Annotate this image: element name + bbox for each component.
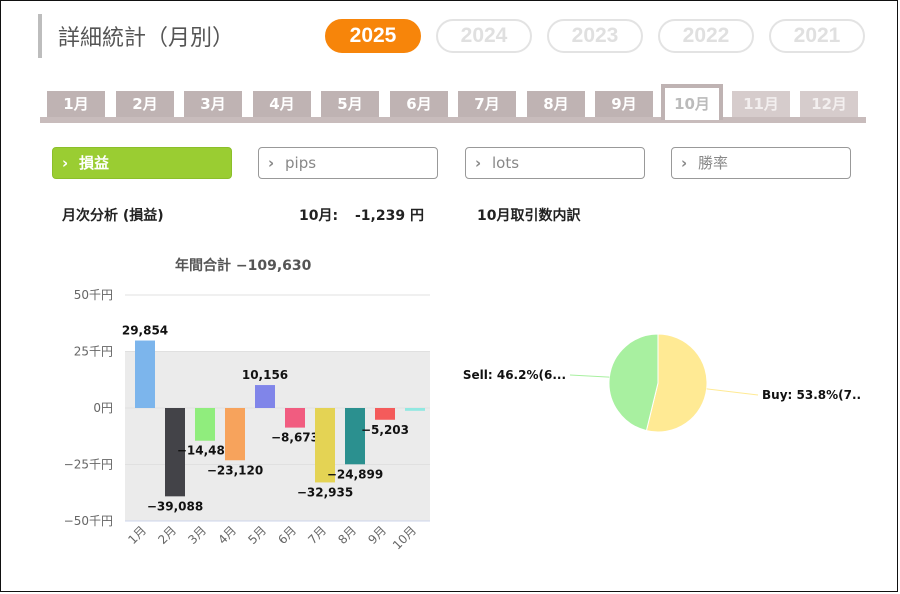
selected-month-label: 10月: xyxy=(299,208,339,224)
tab-month-3[interactable]: 3月 xyxy=(184,91,242,117)
tab-month-4[interactable]: 4月 xyxy=(253,91,311,117)
tab-month-12[interactable]: 12月 xyxy=(800,91,858,117)
metric-label: lots xyxy=(492,154,520,172)
selected-month-total: -1,239 円 xyxy=(355,208,424,224)
metric-label: pips xyxy=(285,154,317,172)
tab-month-6[interactable]: 6月 xyxy=(390,91,448,117)
metric-button-pips[interactable]: › pips xyxy=(258,147,438,179)
tab-month-10[interactable]: 10月 xyxy=(661,84,723,120)
metric-label: 勝率 xyxy=(698,154,729,172)
tab-month-11[interactable]: 11月 xyxy=(732,91,790,117)
tab-month-9[interactable]: 9月 xyxy=(595,91,653,117)
chevron-right-icon: › xyxy=(475,154,482,172)
tab-month-5[interactable]: 5月 xyxy=(321,91,379,117)
chevron-right-icon: › xyxy=(62,154,69,172)
metric-button-lots[interactable]: › lots xyxy=(465,147,645,179)
annual-total: 年間合計 −109,630 xyxy=(175,258,312,274)
page-title: 詳細統計（月別） xyxy=(58,26,235,51)
year-button-2023[interactable]: 2023 xyxy=(547,19,643,53)
metric-button-winrate[interactable]: › 勝率 xyxy=(671,147,851,179)
metric-label: 損益 xyxy=(79,154,110,172)
year-button-2022[interactable]: 2022 xyxy=(658,19,754,53)
monthly-analysis-heading: 月次分析 (損益) xyxy=(62,208,164,224)
tab-month-1[interactable]: 1月 xyxy=(47,91,105,117)
trade-breakdown-heading: 10月取引数内訳 xyxy=(477,208,581,224)
year-button-2024[interactable]: 2024 xyxy=(436,19,532,53)
metric-button-profit[interactable]: › 損益 xyxy=(52,147,232,179)
chevron-right-icon: › xyxy=(268,154,275,172)
title-bar: 詳細統計（月別） xyxy=(38,14,234,58)
tab-month-8[interactable]: 8月 xyxy=(527,91,585,117)
year-button-2021[interactable]: 2021 xyxy=(769,19,865,53)
year-button-2025[interactable]: 2025 xyxy=(325,19,421,53)
tab-month-7[interactable]: 7月 xyxy=(458,91,516,117)
chevron-right-icon: › xyxy=(681,154,688,172)
tab-month-2[interactable]: 2月 xyxy=(116,91,174,117)
month-tabs-baseline xyxy=(40,117,866,123)
